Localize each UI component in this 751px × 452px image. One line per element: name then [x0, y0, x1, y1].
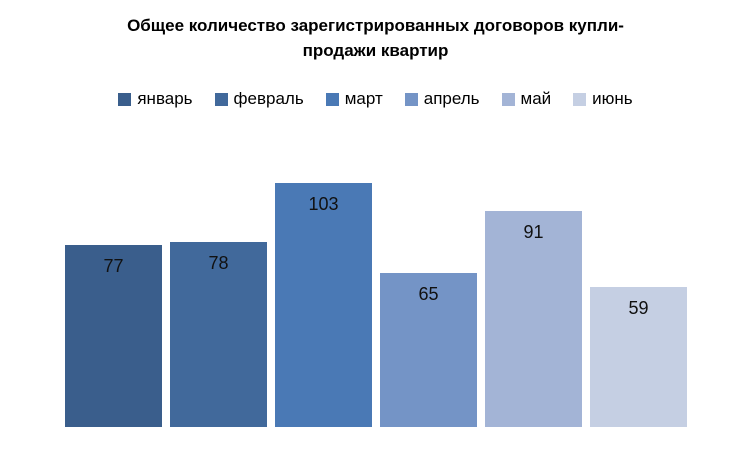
chart-legend: январь февраль март апрель май июнь	[0, 88, 751, 110]
bar-value-label: 59	[628, 298, 649, 318]
legend-swatch-icon	[325, 92, 339, 106]
legend-label: июнь	[592, 89, 633, 108]
legend-label: май	[520, 89, 552, 108]
legend-swatch-icon	[404, 92, 418, 106]
legend-label: март	[344, 89, 383, 108]
chart-title: Общее количество зарегистрированных дого…	[0, 13, 751, 63]
bar: 77	[65, 245, 162, 427]
legend-item: май	[501, 89, 552, 109]
legend-label: апрель	[423, 89, 480, 108]
bar-value-label: 91	[523, 222, 544, 242]
bar-value-label: 77	[103, 256, 124, 276]
legend-item: январь	[118, 89, 193, 109]
bar: 91	[485, 211, 582, 427]
legend-item: апрель	[404, 89, 480, 109]
bar: 65	[380, 273, 477, 427]
legend-swatch-icon	[573, 92, 587, 106]
bar-value-label: 65	[418, 284, 439, 304]
bar: 59	[590, 287, 687, 427]
legend-swatch-icon	[214, 92, 228, 106]
chart-title-line-1: Общее количество зарегистрированных дого…	[127, 16, 624, 35]
legend-item: февраль	[214, 89, 304, 109]
legend-item: март	[325, 89, 383, 109]
legend-swatch-icon	[118, 92, 132, 106]
legend-label: январь	[137, 89, 193, 108]
chart-title-line-2: продажи квартир	[302, 41, 449, 60]
legend-label: февраль	[233, 89, 304, 108]
legend-item: июнь	[573, 89, 633, 109]
bar-value-label: 78	[208, 253, 229, 273]
bar: 103	[275, 183, 372, 427]
legend-swatch-icon	[501, 92, 515, 106]
bar: 78	[170, 242, 267, 427]
bar-value-label: 103	[308, 194, 339, 214]
